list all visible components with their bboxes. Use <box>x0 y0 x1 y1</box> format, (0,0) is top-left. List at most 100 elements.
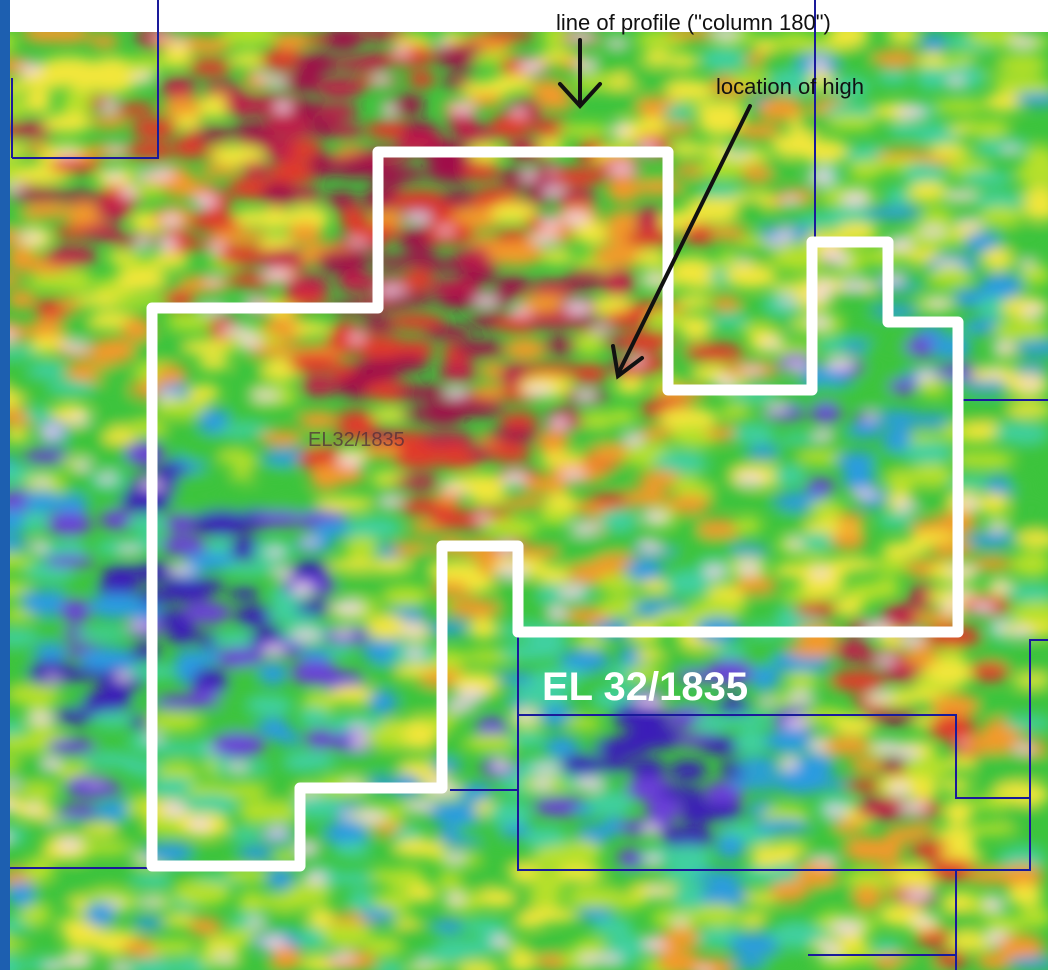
anomaly-blob <box>324 32 363 51</box>
anomaly-blob <box>297 446 353 471</box>
anomaly-blob <box>715 835 745 859</box>
anomaly-blob <box>46 738 97 754</box>
anomaly-blob <box>217 712 256 737</box>
anomaly-blob <box>1005 473 1041 492</box>
anomaly-blob <box>297 927 331 949</box>
anomaly-blob <box>912 413 950 428</box>
anomaly-blob <box>833 819 865 833</box>
anomaly-blob <box>284 274 331 297</box>
anomaly-blob <box>340 578 377 593</box>
anomaly-blob <box>838 950 884 964</box>
anomaly-blob <box>574 676 605 689</box>
anomaly-highlight <box>723 150 751 156</box>
anomaly-blob <box>827 114 878 131</box>
anomaly-highlight <box>502 472 529 485</box>
anomaly-blob <box>407 70 436 88</box>
anomaly-blob <box>962 451 1015 470</box>
anomaly-blob <box>659 927 709 949</box>
anomaly-highlight <box>392 48 411 56</box>
anomaly-blob <box>224 93 263 118</box>
anomaly-blob <box>19 904 52 925</box>
anomaly-blob <box>1003 125 1048 141</box>
anomaly-blob <box>509 731 546 748</box>
anomaly-blob <box>749 666 781 689</box>
anomaly-highlight <box>30 540 48 552</box>
anomaly-highlight <box>611 124 631 134</box>
anomaly-blob <box>876 512 916 528</box>
anomaly-blob <box>60 599 91 623</box>
anomaly-blob <box>688 598 745 621</box>
anomaly-blob <box>913 325 947 339</box>
anomaly-blob <box>734 576 778 595</box>
anomaly-blob <box>174 473 232 493</box>
anomaly-highlight <box>42 757 63 769</box>
anomaly-highlight <box>874 656 898 665</box>
anomaly-blob <box>180 274 231 293</box>
anomaly-blob <box>238 891 267 913</box>
anomaly-blob <box>625 229 675 248</box>
anomaly-highlight <box>696 967 712 970</box>
anomaly-highlight <box>292 582 313 595</box>
anomaly-blob <box>538 582 568 606</box>
anomaly-blob <box>523 827 568 851</box>
anomaly-blob <box>489 114 532 139</box>
anomaly-blob <box>89 711 140 727</box>
anomaly-blob <box>574 331 605 355</box>
anomaly-highlight <box>831 253 849 265</box>
anomaly-blob <box>577 908 615 921</box>
anomaly-blob <box>489 202 539 224</box>
anomaly-blob <box>901 824 939 837</box>
anomaly-highlight <box>455 689 487 700</box>
anomaly-blob <box>592 917 634 937</box>
anomaly-highlight <box>917 227 948 235</box>
anomaly-blob <box>366 614 408 641</box>
anomaly-blob <box>325 191 359 209</box>
anomaly-blob <box>528 885 563 908</box>
anomaly-blob <box>343 517 403 539</box>
anomaly-blob <box>574 220 612 246</box>
anomaly-blob <box>999 847 1047 869</box>
anomaly-blob <box>218 782 274 799</box>
anomaly-blob <box>998 804 1042 827</box>
anomaly-blob <box>391 189 451 210</box>
anomaly-raster <box>10 32 1048 970</box>
anomaly-blob <box>188 58 233 77</box>
anomaly-blob <box>32 642 70 662</box>
anomaly-blob <box>831 48 883 66</box>
anomaly-blob <box>17 72 74 90</box>
anomaly-highlight <box>548 607 567 619</box>
anomaly-blob <box>785 671 818 691</box>
anomaly-highlight <box>436 227 455 234</box>
anomaly-highlight <box>355 811 386 822</box>
anomaly-blob <box>242 71 275 90</box>
anomaly-blob <box>1007 957 1048 970</box>
anomaly-blob <box>89 115 129 129</box>
anomaly-blob <box>934 910 986 930</box>
anomaly-blob <box>424 621 472 635</box>
anomaly-blob <box>967 119 1013 139</box>
anomaly-highlight <box>985 369 1004 376</box>
high-location-label: location of high <box>716 74 864 99</box>
anomaly-blob <box>477 888 518 908</box>
anomaly-blob <box>217 450 258 466</box>
anomaly-blob <box>286 881 332 906</box>
anomaly-blob <box>10 629 40 646</box>
anomaly-blob <box>144 842 199 864</box>
anomaly-blob <box>260 48 304 71</box>
anomaly-blob <box>24 857 55 883</box>
anomaly-blob <box>324 820 370 846</box>
anomaly-blob <box>334 410 381 426</box>
anomaly-blob <box>454 822 509 841</box>
anomaly-blob <box>188 917 223 936</box>
anomaly-blob <box>181 579 227 593</box>
anomaly-blob <box>813 883 863 900</box>
anomaly-highlight <box>60 341 91 351</box>
anomaly-blob <box>756 96 805 122</box>
anomaly-blob <box>668 760 708 781</box>
anomaly-blob <box>182 601 232 624</box>
anomaly-blob <box>881 758 910 778</box>
anomaly-highlight <box>269 77 287 87</box>
high-arrow-icon <box>611 104 752 380</box>
anomaly-blob <box>662 122 696 135</box>
